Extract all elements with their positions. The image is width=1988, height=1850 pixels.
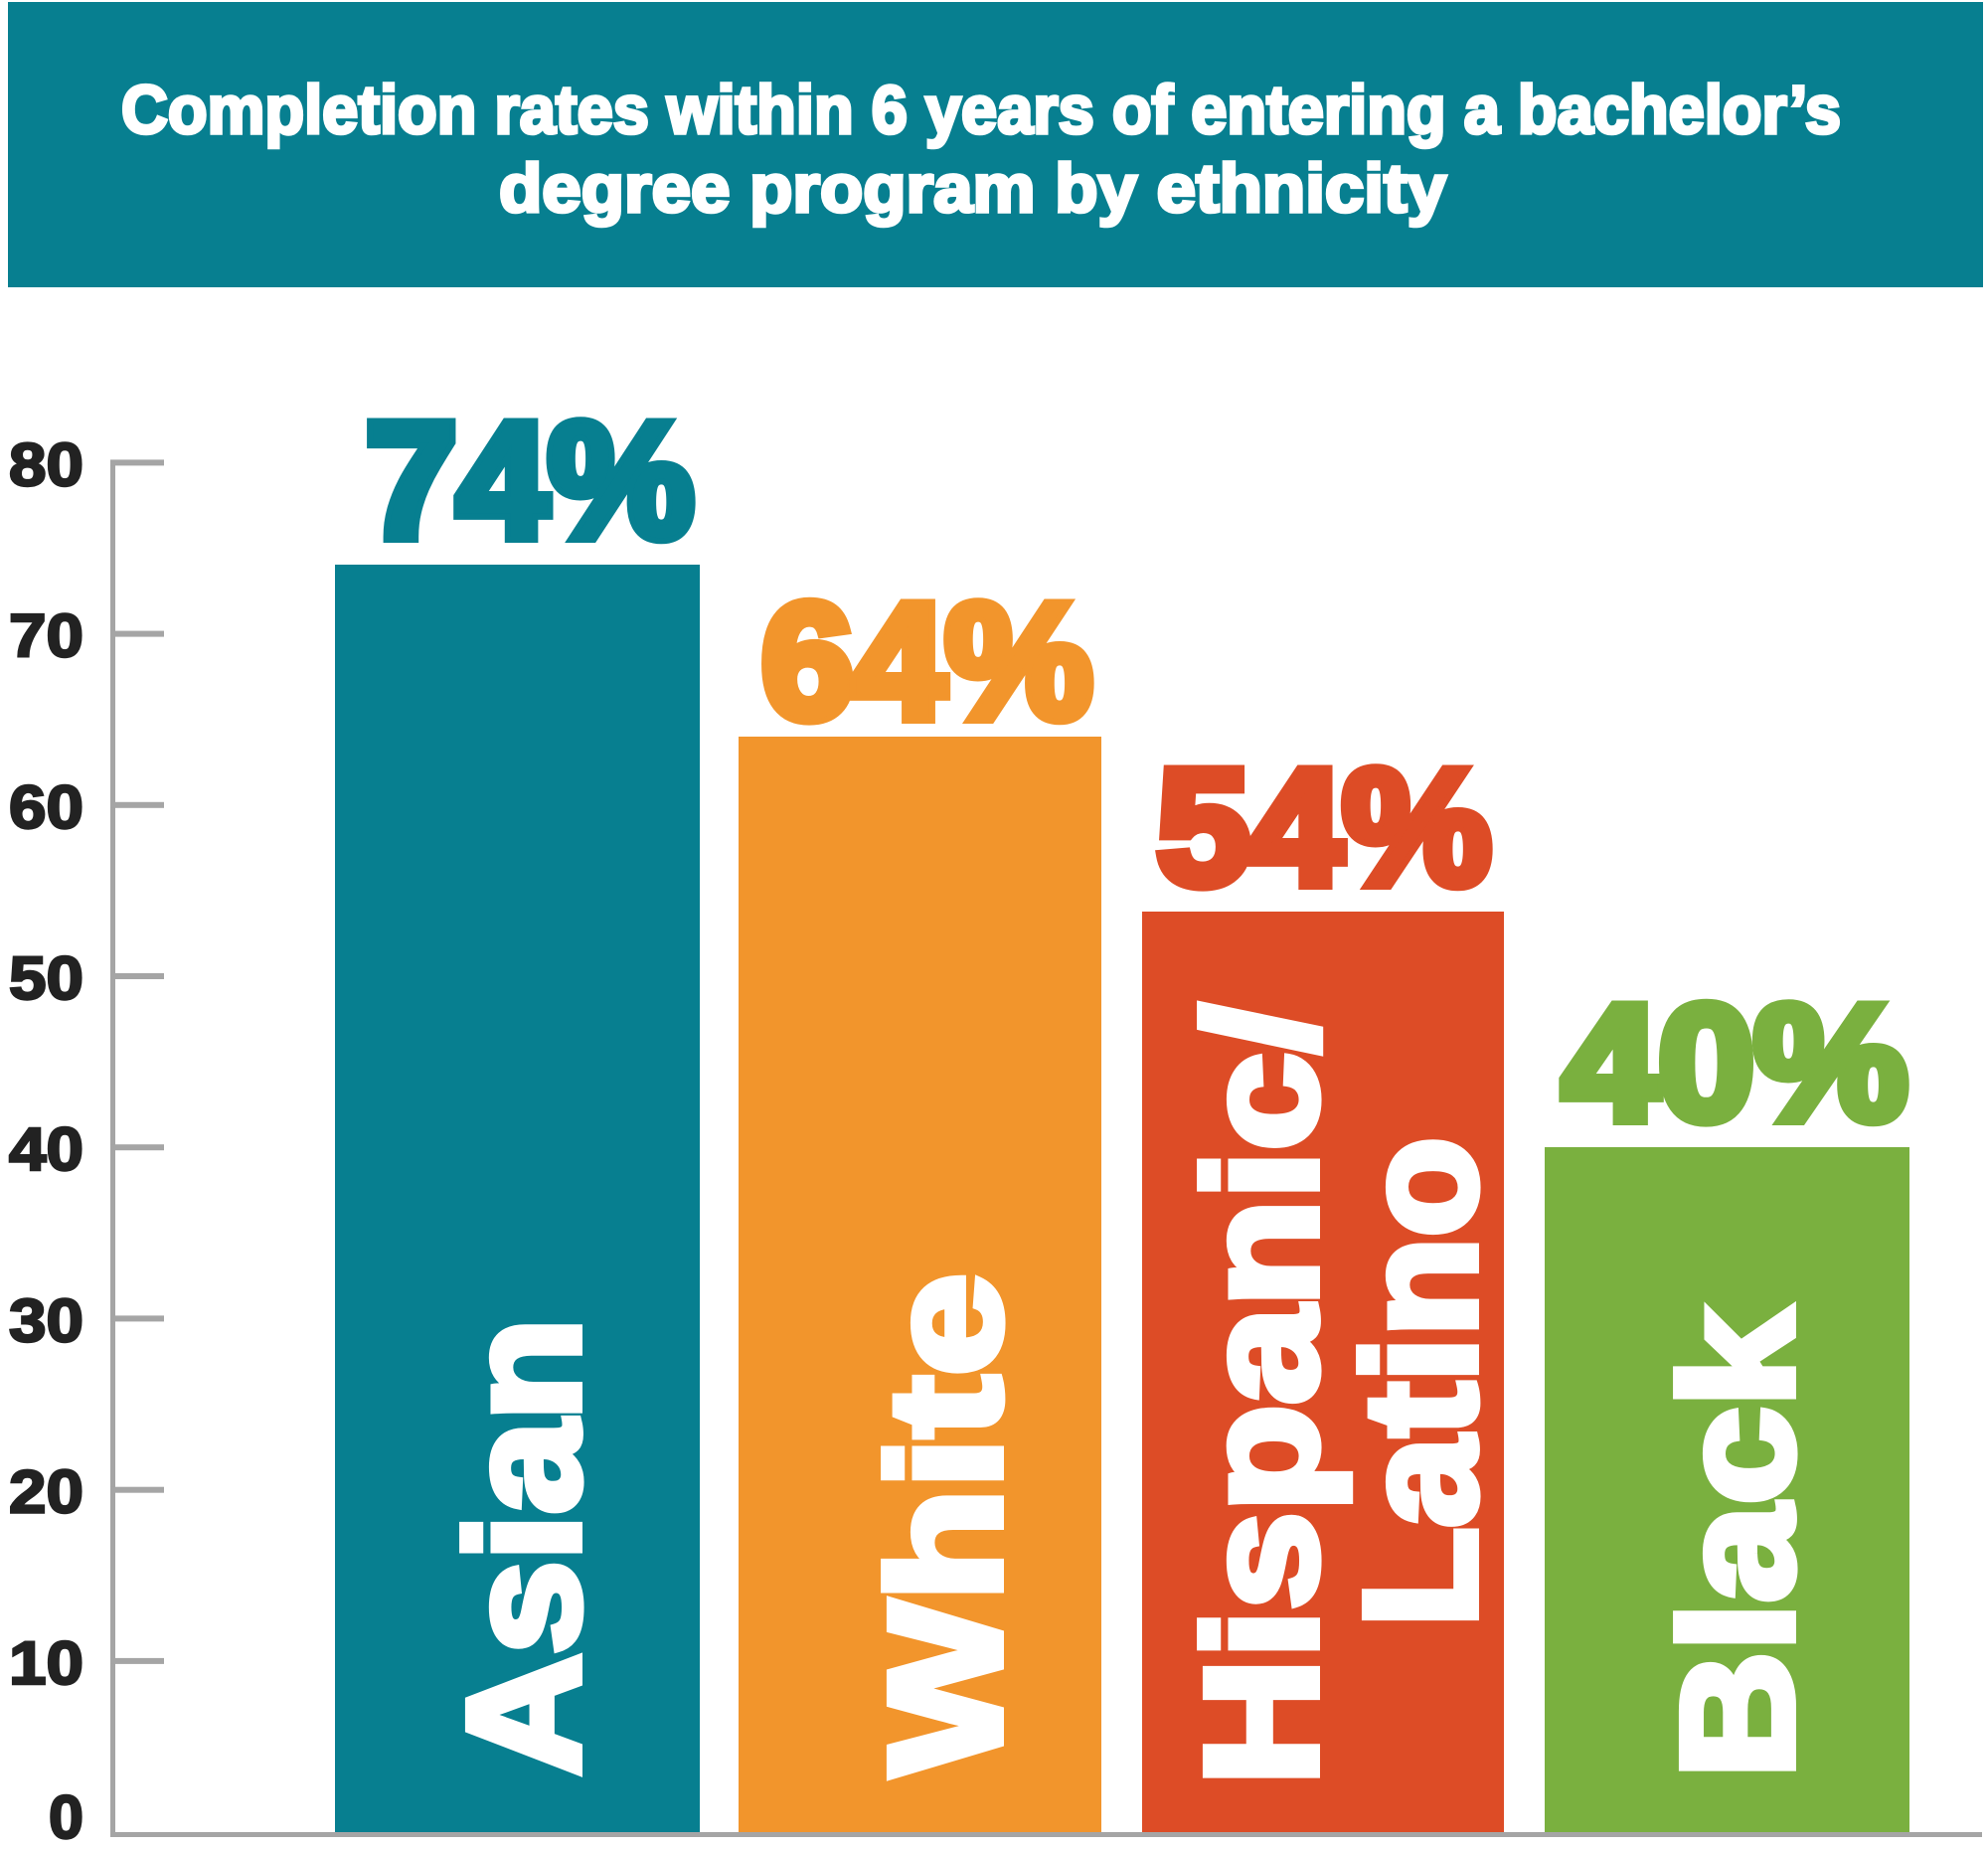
svg-text:30: 30 (9, 1286, 83, 1354)
svg-text:Hispanic/: Hispanic/ (1172, 1004, 1350, 1785)
svg-text:40%: 40% (1563, 971, 1907, 1154)
svg-text:70: 70 (9, 602, 83, 670)
svg-text:64%: 64% (761, 570, 1092, 753)
svg-text:50: 50 (9, 944, 83, 1012)
svg-text:0: 0 (49, 1783, 83, 1850)
svg-text:Completion rates within 6 year: Completion rates within 6 years of enter… (121, 72, 1841, 148)
svg-text:10: 10 (9, 1629, 83, 1697)
svg-text:degree program by ethnicity: degree program by ethnicity (499, 150, 1446, 227)
svg-text:80: 80 (9, 430, 83, 498)
svg-text:54%: 54% (1157, 736, 1491, 919)
svg-text:60: 60 (9, 773, 83, 841)
svg-text:74%: 74% (366, 389, 694, 572)
svg-text:Black: Black (1648, 1308, 1826, 1778)
svg-text:Latino: Latino (1331, 1137, 1509, 1627)
svg-text:40: 40 (9, 1115, 83, 1183)
svg-text:Asian: Asian (434, 1318, 612, 1775)
svg-text:White: White (856, 1273, 1034, 1775)
svg-text:20: 20 (9, 1458, 83, 1526)
